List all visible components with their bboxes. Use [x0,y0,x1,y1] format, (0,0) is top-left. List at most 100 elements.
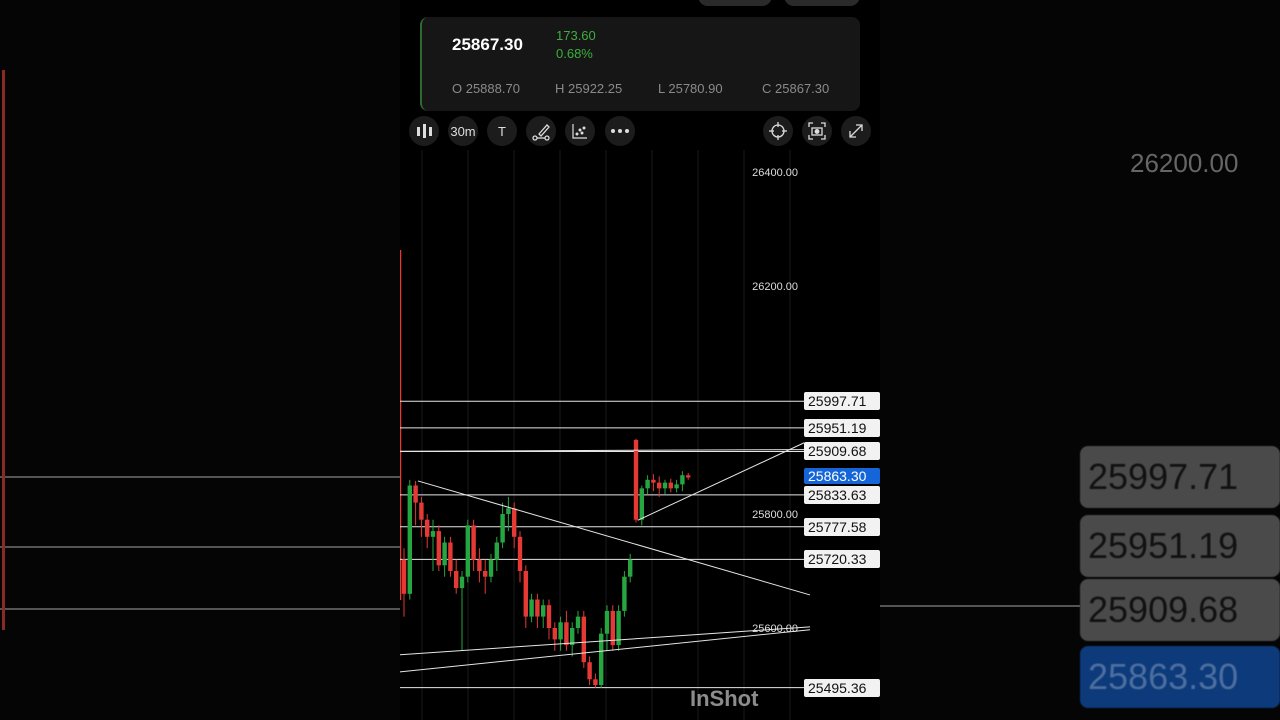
change-percent: 0.68% [556,46,593,61]
level-price-tag[interactable]: 25997.71 [804,392,880,411]
candle-down [552,628,557,640]
close-value: C 25867.30 [762,81,830,96]
blurred-red-line [2,70,5,630]
candle-up [488,559,494,577]
candle-down [523,571,528,617]
high-value: H 25922.25 [555,81,623,96]
candle-down [686,475,691,478]
blurred-background-left [0,0,400,720]
candle-up [529,599,534,617]
candle-up [604,610,610,634]
level-price-tag[interactable]: 25909.68 [804,442,880,461]
inshot-watermark: InShot [690,686,759,711]
y-axis-label: 26200.00 [752,281,798,293]
level-price-tag[interactable]: 25951.19 [804,418,880,437]
blurred-background-right: 26200.00 25997.71 25951.19 25909.68 2586… [880,0,1280,720]
blurred-axis-label: 26200.00 [1130,148,1239,178]
candle-up [459,576,465,589]
expand-icon [849,124,863,138]
low-value: L 25780.90 [658,81,723,96]
candle-down [436,531,441,566]
text-tool-button[interactable]: T [487,116,517,146]
candle-up [570,628,575,646]
blurred-level-tag: 25909.68 [1080,579,1280,641]
indicators-button[interactable] [565,116,595,146]
candle-down [593,679,598,685]
candle-up [616,610,621,646]
trendline [400,629,811,673]
candle-up [430,531,436,537]
level-price-tag[interactable]: 25833.63 [804,485,880,504]
blurred-level-line [0,546,400,548]
candle-up [494,542,499,560]
change-value: 173.60 [556,28,596,43]
blurred-current-price-tag: 25863.30 [1080,646,1280,708]
candle-up [541,605,546,617]
chart-type-button[interactable] [409,116,439,146]
candle-down [535,599,540,617]
trendline [400,449,805,452]
y-axis-label: 25800.00 [752,509,798,521]
screenshot-button[interactable] [802,116,832,146]
trendline [417,480,811,596]
candle-up [662,482,668,489]
candle-down [633,439,639,520]
candle-up [575,616,581,628]
interval-button[interactable]: 30m [448,116,478,146]
candle-up [645,479,650,489]
top-tab-button[interactable] [698,0,772,6]
trendline [400,626,811,656]
candle-down [610,610,615,646]
candle-down [512,508,517,537]
more-icon [611,129,629,133]
crosshair-button[interactable] [763,116,793,146]
candle-up [500,514,505,543]
fullscreen-button[interactable] [841,116,871,146]
level-price-tag[interactable]: 25495.36 [804,678,880,697]
last-price: 25867.30 [452,35,523,54]
pencil-draw-icon [532,124,550,141]
candle-up [639,488,644,520]
candle-down [401,559,407,594]
candle-down [419,502,424,520]
indicators-icon [572,124,587,139]
candle-up [628,559,633,577]
open-value: O 25888.70 [452,81,520,96]
candle-up [622,576,627,611]
level-price-tag[interactable]: 25777.58 [804,517,880,536]
draw-tool-button[interactable] [526,116,556,146]
crosshair-icon [769,122,787,140]
candle-down [471,525,476,560]
top-tab-button[interactable] [784,0,860,6]
candle-down [651,479,656,483]
candlestick-icon [417,124,432,138]
y-axis-label: 26400.00 [752,167,798,179]
more-button[interactable] [605,116,635,146]
candle-up [558,622,563,640]
candle-down [454,571,459,589]
candle-down [477,559,482,571]
candle-up [599,633,604,685]
blurred-level-line [880,605,1080,607]
level-price-tag[interactable]: 25720.33 [804,550,880,569]
candle-down [581,616,586,663]
candle-up [674,484,679,489]
blurred-level-tag: 25997.71 [1080,446,1280,508]
candle-up [506,508,511,514]
candle-up [407,485,412,594]
candle-down [425,519,430,537]
blurred-level-line [0,476,400,478]
screenshot-icon [808,122,826,140]
blurred-level-tag: 25951.19 [1080,515,1280,577]
phone-screen: 25867.30 173.60 0.68% O 25888.70 H 25922… [400,0,880,720]
chart-toolbar: 30m T [400,116,880,148]
candle-down [413,485,418,503]
candle-up [680,475,685,485]
price-change: 173.60 0.68% [556,27,596,63]
quote-card: 25867.30 173.60 0.68% O 25888.70 H 25922… [420,17,860,111]
candle-down [564,622,569,646]
candle-down [587,662,592,680]
candle-up [465,525,470,577]
candle-down [668,482,673,489]
